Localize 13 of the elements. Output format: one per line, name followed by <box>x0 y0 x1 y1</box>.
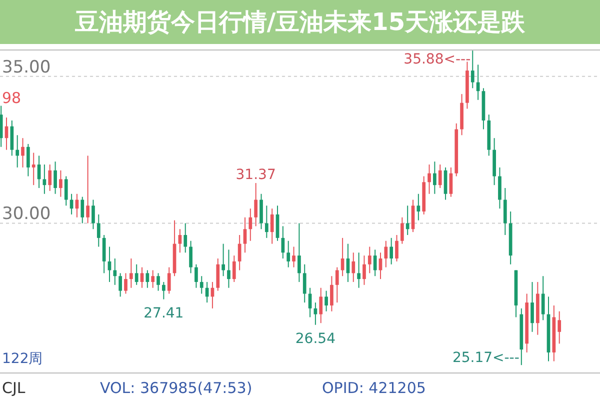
chart-title: 豆油期货今日行情/豆油未来15天涨还是跌 <box>74 7 526 38</box>
y-tick-label: 35.00 <box>2 57 51 78</box>
annotation: 31.37 <box>236 167 276 184</box>
annotation: 35.88<--- <box>404 52 471 68</box>
text: VOL: 367985(47:53) <box>100 379 252 397</box>
annotation: 122周 <box>2 351 43 367</box>
annotation: 27.41 <box>144 305 184 322</box>
text: CJL <box>2 379 26 397</box>
y-tick-label: 30.00 <box>2 204 51 224</box>
annotation: 98 <box>2 88 22 107</box>
annotation: 25.17<--- <box>452 350 520 366</box>
text: OPID: 421205 <box>322 379 426 397</box>
annotation: 26.54 <box>295 330 336 347</box>
